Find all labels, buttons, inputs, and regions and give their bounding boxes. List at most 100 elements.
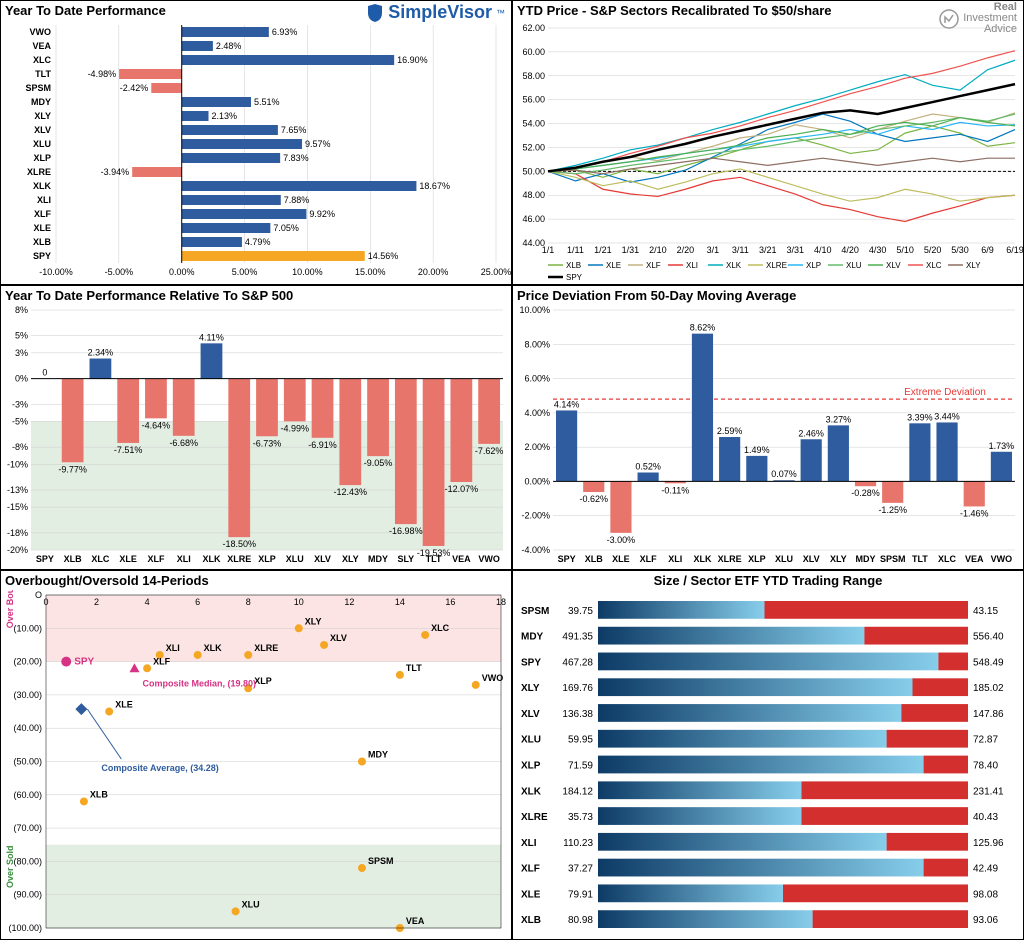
- svg-text:-2.00%: -2.00%: [521, 511, 550, 521]
- obos-panel: Overbought/Oversold 14-Periods O(10.00)(…: [0, 570, 512, 940]
- svg-text:14.56%: 14.56%: [368, 251, 399, 261]
- svg-text:(20.00): (20.00): [13, 657, 42, 667]
- svg-text:-18%: -18%: [7, 528, 28, 538]
- svg-text:548.49: 548.49: [973, 657, 1004, 668]
- svg-text:169.76: 169.76: [562, 683, 593, 694]
- svg-text:5.00%: 5.00%: [232, 267, 258, 277]
- svg-text:XLV: XLV: [314, 554, 331, 564]
- svg-text:60.00: 60.00: [522, 47, 545, 57]
- svg-text:2.34%: 2.34%: [88, 348, 114, 358]
- svg-text:XLK: XLK: [693, 554, 712, 564]
- svg-text:VWO: VWO: [991, 554, 1013, 564]
- svg-text:XLU: XLU: [286, 554, 304, 564]
- svg-text:2.48%: 2.48%: [216, 41, 242, 51]
- svg-text:XLV: XLV: [521, 709, 540, 720]
- svg-text:XLU: XLU: [846, 261, 862, 270]
- svg-text:MDY: MDY: [521, 632, 544, 643]
- svg-text:SPY: SPY: [33, 251, 51, 261]
- svg-text:-12.43%: -12.43%: [334, 487, 368, 497]
- svg-text:37.27: 37.27: [568, 864, 593, 875]
- svg-text:48.00: 48.00: [522, 190, 545, 200]
- svg-text:25.00%: 25.00%: [481, 267, 511, 277]
- svg-text:-3%: -3%: [12, 399, 28, 409]
- svg-text:MDY: MDY: [368, 750, 388, 760]
- trading-range-title: Size / Sector ETF YTD Trading Range: [513, 571, 1023, 590]
- svg-text:80.98: 80.98: [568, 915, 593, 926]
- svg-text:-1.46%: -1.46%: [960, 508, 989, 518]
- svg-text:52.00: 52.00: [522, 142, 545, 152]
- svg-text:7.05%: 7.05%: [273, 223, 299, 233]
- svg-text:XLY: XLY: [342, 554, 359, 564]
- svg-text:Extreme Deviation: Extreme Deviation: [904, 387, 986, 398]
- svg-text:XLK: XLK: [202, 554, 221, 564]
- svg-text:MDY: MDY: [368, 554, 388, 564]
- svg-text:XLC: XLC: [926, 261, 942, 270]
- svg-text:XLI: XLI: [37, 195, 51, 205]
- svg-text:1/11: 1/11: [567, 245, 584, 255]
- price-dev-title: Price Deviation From 50-Day Moving Avera…: [513, 286, 1023, 305]
- svg-text:XLC: XLC: [91, 554, 110, 564]
- svg-text:XLY: XLY: [34, 111, 51, 121]
- svg-text:71.59: 71.59: [568, 761, 593, 772]
- svg-text:59.95: 59.95: [568, 735, 593, 746]
- svg-text:-12.07%: -12.07%: [445, 484, 479, 494]
- svg-text:XLB: XLB: [33, 237, 52, 247]
- svg-text:98.08: 98.08: [973, 889, 998, 900]
- svg-text:VEA: VEA: [406, 916, 425, 926]
- svg-text:6: 6: [195, 597, 200, 607]
- svg-text:1/31: 1/31: [622, 245, 640, 255]
- svg-text:-3.00%: -3.00%: [607, 535, 636, 545]
- svg-text:0.07%: 0.07%: [771, 469, 797, 479]
- svg-text:XLI: XLI: [521, 838, 537, 849]
- svg-text:1/21: 1/21: [594, 245, 612, 255]
- svg-text:XLV: XLV: [330, 633, 347, 643]
- svg-text:20.00%: 20.00%: [418, 267, 449, 277]
- svg-text:6.93%: 6.93%: [272, 27, 298, 37]
- svg-text:2.13%: 2.13%: [211, 111, 237, 121]
- svg-text:3/11: 3/11: [732, 245, 749, 255]
- svg-text:XLF: XLF: [521, 864, 540, 875]
- svg-text:(40.00): (40.00): [13, 723, 42, 733]
- svg-text:XLRE: XLRE: [27, 167, 51, 177]
- svg-text:XLY: XLY: [521, 683, 540, 694]
- svg-text:XLF: XLF: [153, 656, 171, 666]
- svg-text:-6.73%: -6.73%: [253, 438, 282, 448]
- svg-text:XLRE: XLRE: [254, 643, 278, 653]
- svg-text:XLRE: XLRE: [766, 261, 787, 270]
- svg-text:0%: 0%: [15, 374, 28, 384]
- svg-text:(70.00): (70.00): [13, 823, 42, 833]
- svg-text:8: 8: [246, 597, 251, 607]
- svg-text:18.67%: 18.67%: [419, 181, 450, 191]
- svg-text:-7.51%: -7.51%: [114, 445, 143, 455]
- svg-text:TLT: TLT: [35, 69, 51, 79]
- svg-text:XLU: XLU: [775, 554, 793, 564]
- trading-range-panel: Size / Sector ETF YTD Trading Range SPSM…: [512, 570, 1024, 940]
- svg-text:15.00%: 15.00%: [355, 267, 386, 277]
- svg-text:XLV: XLV: [803, 554, 820, 564]
- svg-text:XLB: XLB: [566, 261, 581, 270]
- svg-text:93.06: 93.06: [973, 915, 998, 926]
- svg-text:XLP: XLP: [748, 554, 766, 564]
- svg-text:O: O: [35, 590, 42, 600]
- svg-text:XLF: XLF: [646, 261, 661, 270]
- price-dev-chart: -4.00%-2.00%0.00%2.00%4.00%6.00%8.00%10.…: [513, 305, 1023, 568]
- obos-chart: O(10.00)(20.00)(30.00)(40.00)(50.00)(60.…: [1, 590, 511, 938]
- svg-text:2/10: 2/10: [649, 245, 667, 255]
- svg-text:0: 0: [42, 368, 47, 378]
- svg-text:VEA: VEA: [32, 41, 51, 51]
- svg-text:MDY: MDY: [856, 554, 876, 564]
- svg-text:1.49%: 1.49%: [744, 445, 770, 455]
- svg-text:-0.62%: -0.62%: [579, 494, 608, 504]
- svg-text:-5%: -5%: [12, 416, 28, 426]
- svg-text:(10.00): (10.00): [13, 623, 42, 633]
- svg-text:Over Sold: Over Sold: [5, 846, 15, 889]
- svg-text:9.57%: 9.57%: [305, 139, 331, 149]
- svg-text:(60.00): (60.00): [13, 790, 42, 800]
- svg-text:TLT: TLT: [406, 663, 422, 673]
- svg-text:184.12: 184.12: [562, 786, 593, 797]
- svg-text:XLF: XLF: [34, 209, 52, 219]
- svg-text:491.35: 491.35: [562, 632, 593, 643]
- svg-text:110.23: 110.23: [563, 838, 593, 849]
- svg-text:XLP: XLP: [33, 153, 51, 163]
- svg-text:Composite Average, (34.28): Composite Average, (34.28): [101, 763, 218, 773]
